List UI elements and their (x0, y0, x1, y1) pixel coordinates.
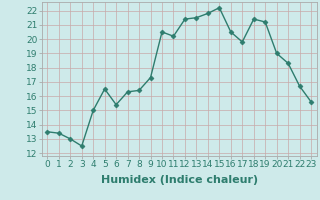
X-axis label: Humidex (Indice chaleur): Humidex (Indice chaleur) (100, 175, 258, 185)
